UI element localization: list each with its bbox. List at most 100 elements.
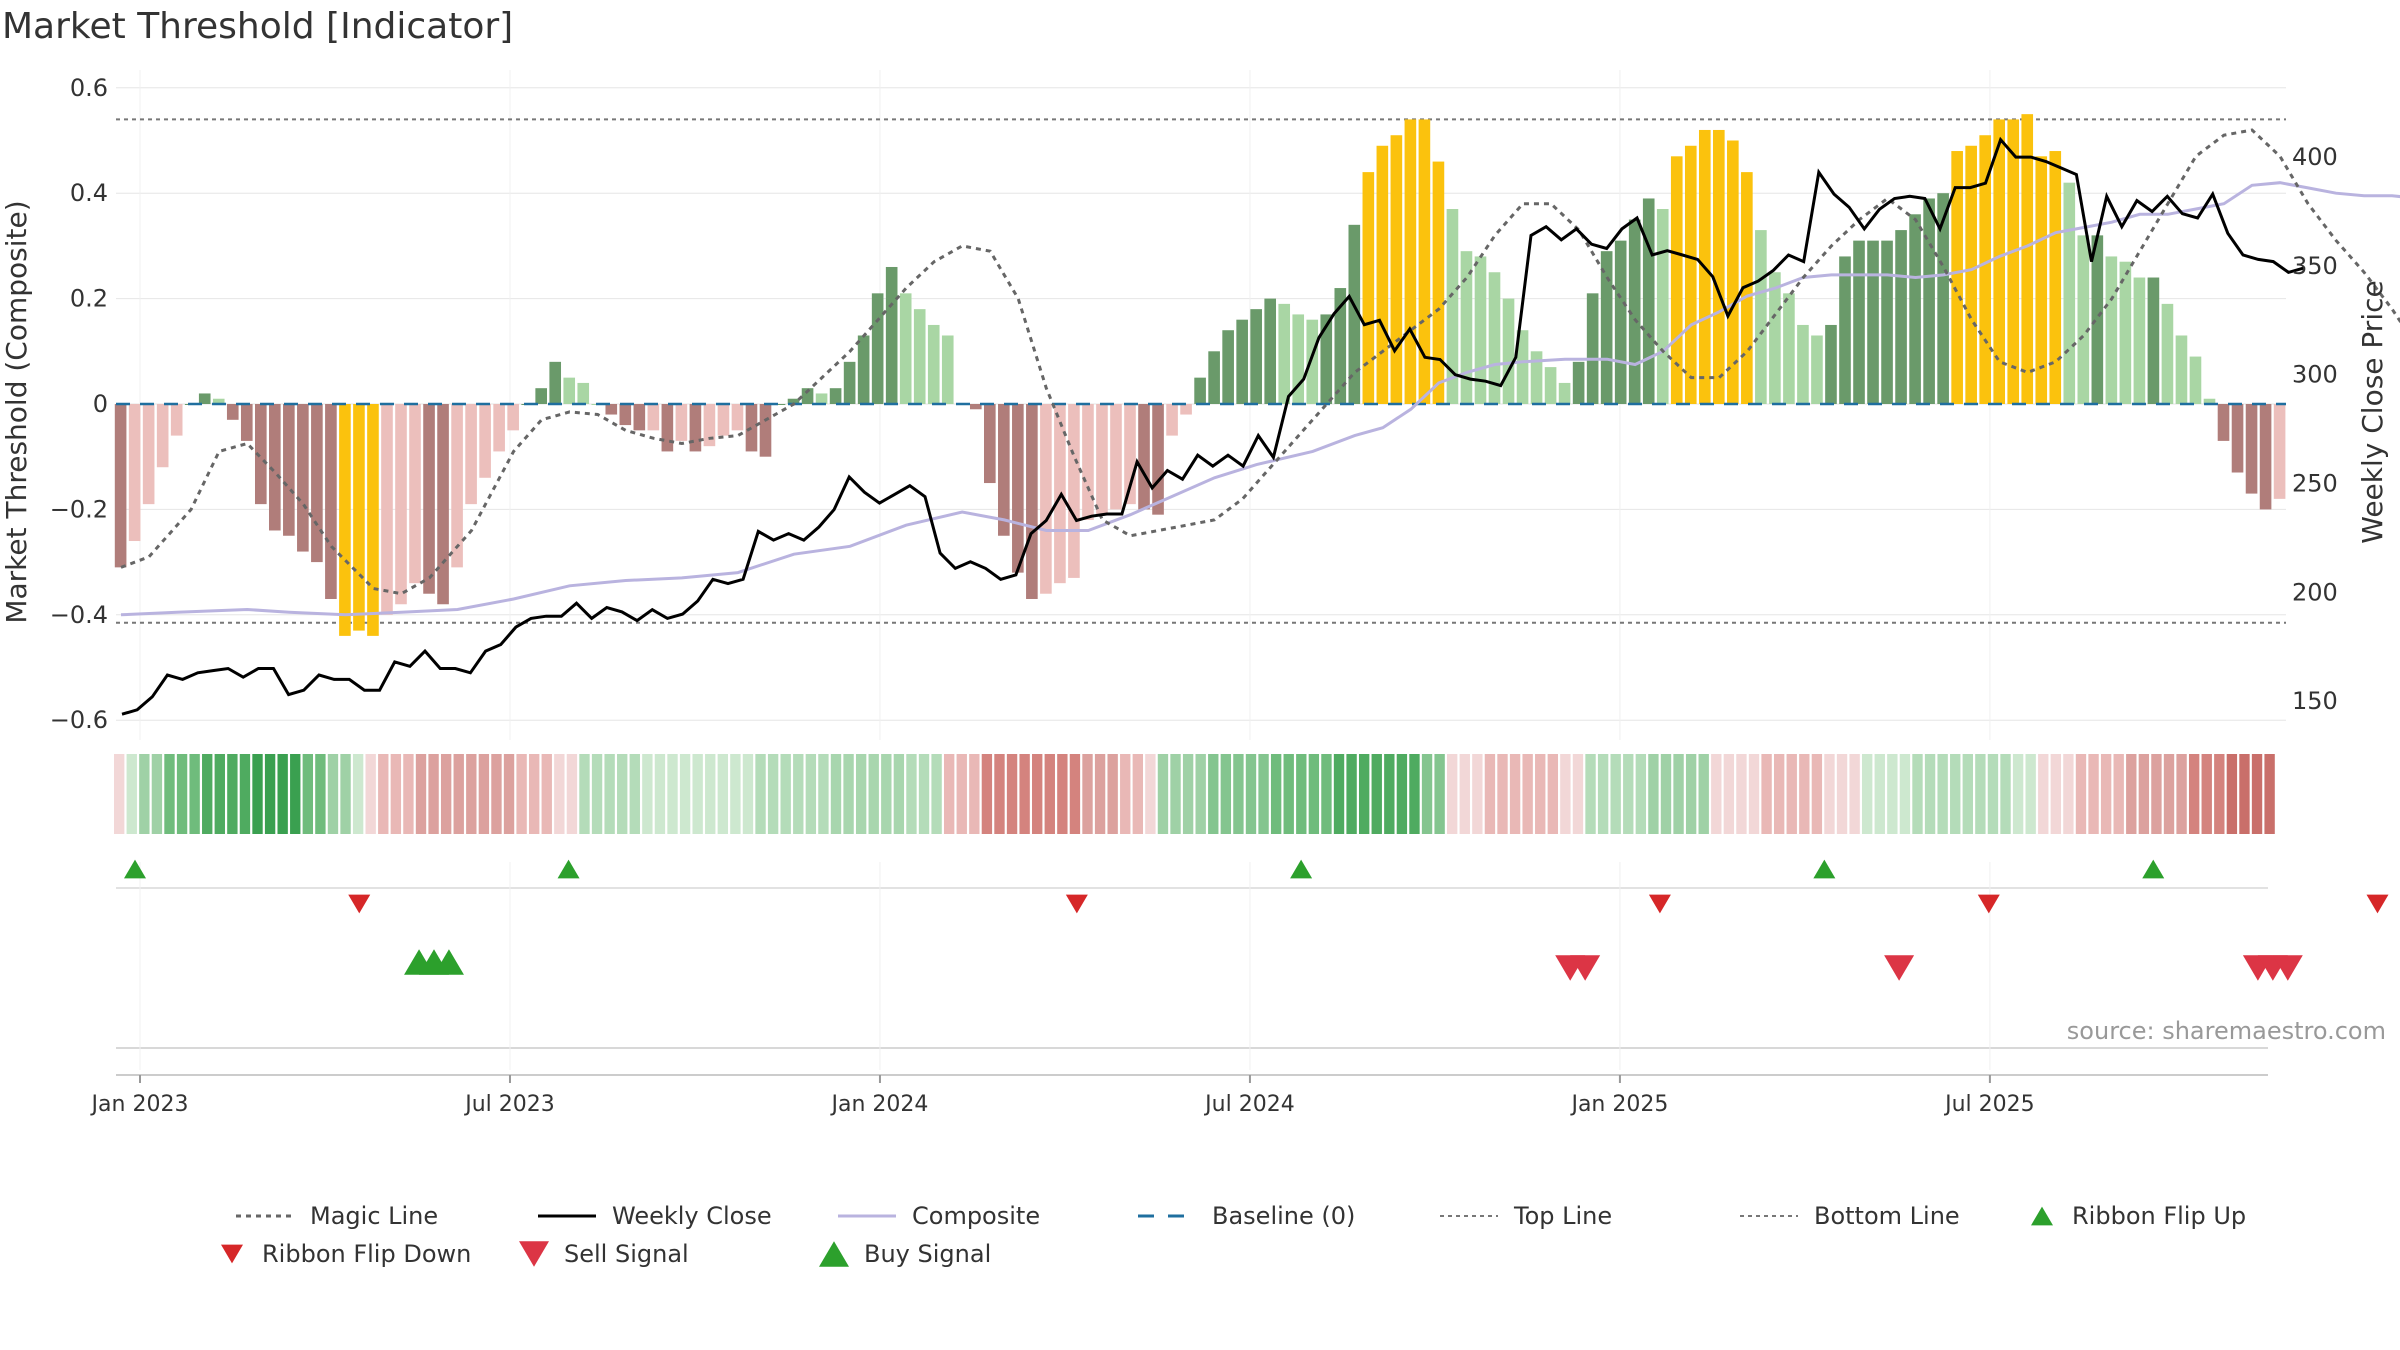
y-right-tick-label: 350 [2292, 252, 2338, 280]
histogram-bar [1558, 382, 1571, 404]
histogram-bar [759, 404, 772, 457]
histogram-bar [311, 404, 323, 563]
histogram-bar [1362, 172, 1375, 404]
ribbon-cell [717, 754, 729, 834]
source-note: source: sharemaestro.com [2067, 1017, 2386, 1045]
histogram-bar [1068, 404, 1080, 578]
ribbon-cell [705, 754, 716, 834]
ribbon-cell [2050, 754, 2062, 834]
histogram-bar [212, 398, 225, 404]
histogram-bar [1923, 198, 1935, 404]
histogram-bar [1642, 198, 1655, 404]
histogram-bar [269, 404, 281, 531]
weekly-close-line [121, 136, 2305, 716]
ribbon-cell [1409, 754, 1420, 834]
histogram-bar [1446, 209, 1459, 404]
ribbon-cell [340, 754, 351, 834]
histogram-bar [2273, 404, 2286, 499]
x-tick-label: Jan 2025 [1569, 1092, 1668, 1117]
ribbon-cell [1258, 754, 1269, 834]
ribbon-cell [1459, 754, 1470, 834]
ribbon-cell [918, 754, 930, 834]
ribbon-cell [1208, 754, 1219, 834]
histogram-bar [240, 404, 253, 441]
ribbon-cell [2138, 754, 2150, 834]
ribbon-cell [1522, 754, 1533, 834]
histogram-bar [156, 404, 169, 468]
y-left-tick-label: 0.4 [70, 179, 108, 207]
legend-label-weekly-close: Weekly Close [612, 1202, 772, 1230]
histogram-bar [563, 377, 576, 404]
y-left-tick-label: 0 [93, 390, 108, 418]
ribbon-cell [1723, 754, 1735, 834]
ribbon-flip-up-marker [1290, 859, 1313, 879]
ribbon-cell [780, 754, 791, 834]
histogram-bar [745, 404, 758, 452]
histogram-bar [1236, 319, 1248, 404]
histogram-bar [1320, 314, 1333, 404]
histogram-bar [2021, 114, 2034, 405]
histogram-bar [857, 335, 870, 404]
histogram-bar [1684, 145, 1697, 404]
histogram-bar [1264, 298, 1277, 404]
histogram-bar [1993, 119, 2006, 405]
histogram-bar [1867, 240, 1879, 404]
ribbon-cell [969, 754, 980, 834]
ribbon-cell [591, 754, 603, 834]
ribbon-cell [2100, 754, 2112, 834]
y-axis-left: 0.6 0.4 0.2 0 −0.2 −0.4 −0.6 [50, 74, 108, 734]
ribbon-cell [1157, 754, 1169, 834]
histogram-bar [1292, 314, 1305, 404]
histogram-bar [1474, 256, 1487, 404]
histogram-bar [1797, 324, 1809, 404]
histogram-bars [114, 114, 2286, 636]
ribbon-flip-down-marker [1977, 894, 2000, 914]
histogram-bar [2161, 303, 2174, 404]
ribbon-cell [378, 754, 389, 834]
ribbon-cell [2201, 754, 2212, 834]
histogram-bar [2077, 235, 2090, 404]
histogram-bar [465, 404, 477, 505]
histogram-bar [535, 388, 547, 404]
histogram-bar [1544, 367, 1557, 404]
ribbon-cell [1145, 754, 1156, 834]
ribbon-cell [1912, 754, 1923, 834]
histogram-bar [1432, 161, 1445, 404]
histogram-bar [1979, 135, 1991, 405]
ribbon-cell [440, 754, 452, 834]
ribbon-cell [1937, 754, 1948, 834]
histogram-bar [114, 404, 127, 568]
histogram-bar [1713, 129, 1725, 404]
ribbon-cell [1962, 754, 1973, 834]
ribbon-cell [654, 754, 666, 834]
ribbon-cell [1006, 754, 1018, 834]
ribbon-cell [290, 754, 301, 834]
ribbon-cell [227, 754, 238, 834]
histogram-bar [969, 404, 982, 410]
ribbon-cell [1711, 754, 1722, 834]
ribbon-cell [604, 754, 615, 834]
ribbon-cell [617, 754, 628, 834]
ribbon-flip-up-marker [124, 859, 146, 879]
ribbon-flip-down-marker [348, 894, 371, 914]
legend-swatch-sell-signal [519, 1241, 549, 1267]
histogram-bar [1502, 298, 1515, 404]
ribbon-cell [2063, 754, 2074, 834]
ribbon-cell [1899, 754, 1911, 834]
ribbon-cell [428, 754, 439, 834]
y-right-tick-label: 200 [2292, 578, 2338, 606]
ribbon-cell [1773, 754, 1785, 834]
histogram-bar [1881, 240, 1893, 404]
ribbon-cell [1849, 754, 1860, 834]
ribbon-cell [390, 754, 402, 834]
histogram-bar [619, 404, 632, 426]
ribbon-cell [1346, 754, 1357, 834]
ribbon-cell [994, 754, 1005, 834]
histogram-bar [1516, 330, 1529, 404]
histogram-bar [927, 324, 940, 404]
ribbon-cell [1799, 754, 1810, 834]
histogram-bar [1530, 351, 1543, 404]
legend-label-ribbon-flip-up: Ribbon Flip Up [2072, 1202, 2246, 1230]
ribbon-cell [1560, 754, 1571, 834]
histogram-bar [2007, 119, 2020, 405]
